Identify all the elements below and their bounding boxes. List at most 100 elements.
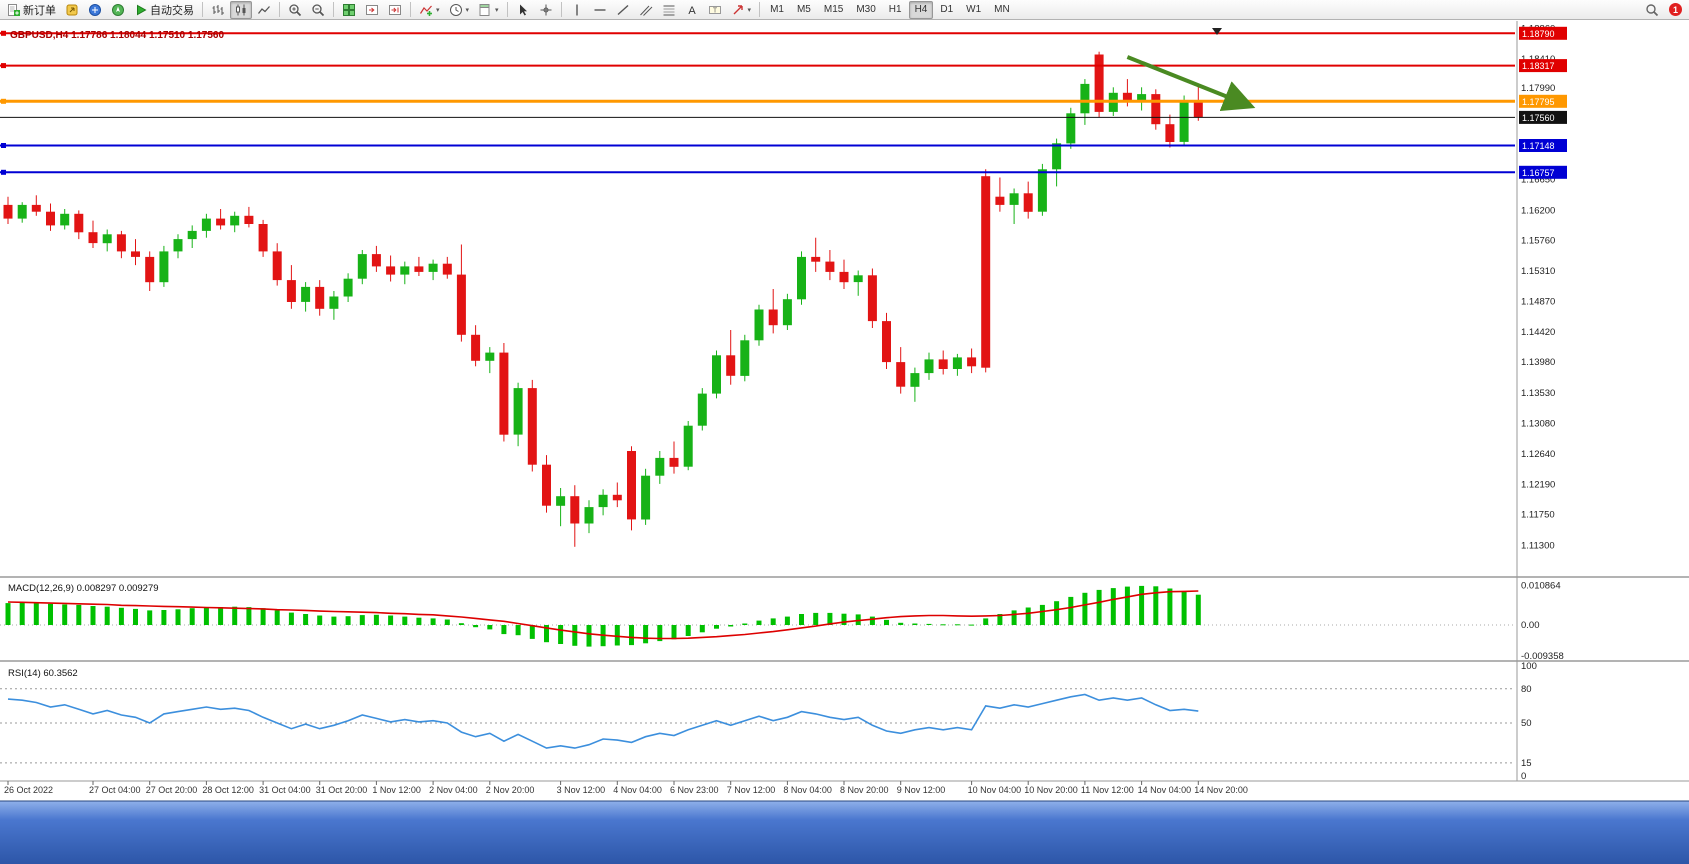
toolbar-button-crosshair[interactable] [535,1,557,19]
time-axis-label: 27 Oct 04:00 [89,785,141,795]
chevron-down-icon: ▾ [495,6,499,14]
toolbar-button-auto-scroll[interactable] [384,1,406,19]
timeframe-m1[interactable]: M1 [764,1,790,19]
chart-shift-marker[interactable] [1212,28,1222,35]
toolbar-button-fibonacci[interactable] [658,1,680,19]
toolbar-button-zoom-out[interactable] [307,1,329,19]
toolbar-separator [202,2,203,17]
toolbar-button-tile-windows[interactable] [338,1,360,19]
hline-handle[interactable] [1,63,6,69]
time-axis-label: 14 Nov 04:00 [1138,785,1192,795]
chevron-down-icon: ▾ [436,6,440,14]
market-watch-icon [89,3,101,16]
candlestick-series [3,51,1203,547]
toolbar-button-label: 新订单 [23,4,56,17]
timeframe-m15[interactable]: M15 [818,1,849,19]
time-axis-label: 3 Nov 12:00 [557,785,606,795]
time-axis-label: 4 Nov 04:00 [613,785,662,795]
toolbar-button-zoom-in[interactable] [284,1,306,19]
time-axis-label: 1 Nov 12:00 [372,785,421,795]
toolbar-separator [506,2,508,17]
hline-handle[interactable] [1,30,6,36]
line-chart-icon [257,5,270,14]
toolbar-button-candle-chart[interactable] [230,0,252,19]
arrow-tools-icon [733,4,743,14]
hline-handle[interactable] [1,98,6,104]
chevron-down-icon: ▾ [465,6,470,14]
price-axis-label: 1.15310 [1521,266,1555,277]
toolbar-button-line-chart[interactable] [253,1,275,19]
time-axis-label: 28 Oct 12:00 [202,785,254,795]
toolbar-button-metaeditor[interactable] [61,1,83,19]
time-axis-label: 31 Oct 04:00 [259,785,311,795]
svg-text:1.16757: 1.16757 [1522,168,1555,178]
macd-signal-line [7,590,1199,640]
trend-arrow[interactable] [1126,55,1256,111]
candle-chart-icon [236,4,246,15]
toolbar-button-chart-shift[interactable] [361,1,383,19]
toolbar-right-group: 1 [1641,1,1686,19]
rsi-axis-label: 80 [1521,684,1532,695]
toolbar-button-market-watch[interactable] [84,1,106,19]
toolbar-button-channel[interactable] [635,1,657,19]
rsi-axis-label: 0 [1521,771,1526,782]
timeframe-d1[interactable]: D1 [934,1,959,19]
price-badge-1.17560: 1.17560 [1519,110,1567,124]
toolbar-button-autotrade[interactable]: 自动交易 [130,1,198,19]
timeframe-m30[interactable]: M30 [850,1,881,19]
timeframe-h1[interactable]: H1 [883,1,908,19]
price-axis-label: 1.17990 [1521,83,1555,94]
fibonacci-icon [663,5,675,15]
macd-axis-label: -0.009358 [1521,651,1564,662]
toolbar-button-indicators[interactable]: ▾ [415,1,444,19]
text-icon: A [688,5,696,17]
svg-text:A: A [688,5,696,17]
search-button[interactable] [1641,1,1663,19]
timeframe-m5[interactable]: M5 [791,1,817,19]
toolbar-button-arrow-tools[interactable]: ▾ [727,1,756,19]
zoom-in-icon [289,3,302,16]
toolbar-button-trendline[interactable] [612,1,634,19]
toolbar-button-templates[interactable]: ▾ [474,1,503,19]
time-axis-label: 2 Nov 04:00 [429,785,478,795]
toolbar-button-text[interactable]: A [681,1,703,19]
toolbar-button-bar-chart[interactable] [207,1,229,19]
rsi-axis-label: 50 [1521,718,1532,729]
timeframe-w1[interactable]: W1 [960,1,987,19]
svg-text:1.17148: 1.17148 [1522,141,1555,151]
toolbar-button-horizontal-line[interactable] [589,1,611,19]
symbol-ohlc-label: GBPUSD,H4 1.17786 1.18044 1.17510 1.1756… [10,30,224,41]
toolbar-button-navigator[interactable] [107,1,129,19]
rsi-axis-label: 100 [1521,661,1537,672]
rsi-axis-label: 15 [1521,758,1532,769]
channel-icon [639,5,652,16]
toolbar-button-new-order[interactable]: 新订单 [3,1,60,19]
svg-text:1.17795: 1.17795 [1522,97,1555,107]
toolbar-separator [410,2,411,17]
time-axis-label: 27 Oct 20:00 [146,785,198,795]
toolbar-button-periods[interactable]: ▾ [445,1,474,19]
toolbar-button-text-label[interactable]: T [704,1,726,19]
tile-windows-icon [343,3,355,16]
toolbar: 新订单 自动交易 ▾ ▾ ▾ A T ▾ M1 M5 M15 M30 H1 H4 D1 W1 MN 1 [0,0,1689,20]
price-axis-label: 1.11750 [1521,510,1555,521]
hline-handle[interactable] [1,169,6,175]
svg-text:T: T [712,7,717,14]
price-badge-1.16757: 1.16757 [1519,165,1567,179]
timeframe-mn[interactable]: MN [988,1,1016,19]
time-axis: 26 Oct 2022 27 Oct 04:00 27 Oct 20:00 28 Oc… [4,781,1248,795]
hline-handle[interactable] [1,143,6,148]
chevron-down-icon: ▾ [747,6,752,14]
notification-badge[interactable]: 1 [1669,3,1682,16]
timeframe-h4[interactable]: H4 [908,0,934,19]
toolbar-button-vertical-line[interactable] [566,1,588,19]
vertical-line-icon [575,4,578,15]
chart-shift-icon [366,4,378,15]
price-axis-label: 1.15760 [1521,235,1555,246]
time-axis-label: 14 Nov 20:00 [1194,785,1248,795]
price-badge-1.18317: 1.18317 [1519,59,1567,73]
time-axis-label: 26 Oct 2022 [4,785,53,795]
toolbar-button-cursor[interactable] [512,1,534,19]
